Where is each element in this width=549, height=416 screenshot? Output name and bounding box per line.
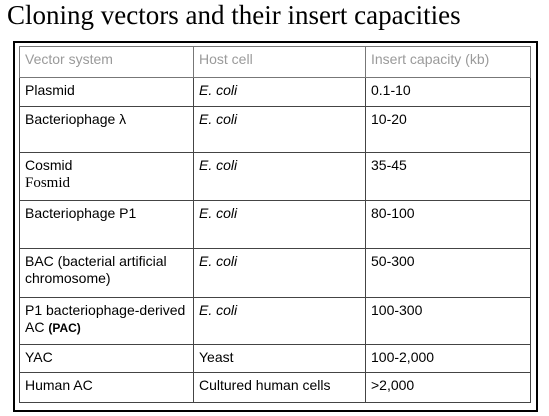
header-cell: Vector system — [19, 46, 194, 78]
cell-text: Cosmid — [25, 157, 73, 173]
table-row: Plasmid E. coli 0.1-10 — [19, 77, 531, 107]
table-cell: Cultured human cells — [193, 372, 366, 403]
table-cell: E. coli — [193, 297, 366, 345]
table-cell: Human AC — [19, 372, 194, 403]
table-cell: YAC — [19, 344, 194, 373]
cell-text: (PAC) — [48, 321, 81, 335]
table-row: Bacteriophage λ E. coli 10-20 — [19, 106, 531, 153]
table-row: BAC (bacterial artificial chromosome) E. … — [19, 248, 531, 298]
table-cell: Plasmid — [19, 77, 194, 107]
table-row: YAC Yeast 100-2,000 — [19, 344, 531, 373]
table-cell: 100-300 — [365, 297, 531, 345]
table-cell: 50-300 — [365, 248, 531, 298]
header-cell: Host cell — [193, 46, 366, 78]
cell-text: Fosmid — [25, 175, 71, 191]
table-cell: >2,000 — [365, 372, 531, 403]
table: Vector system Host cell Insert capacity (k… — [19, 46, 531, 403]
table-cell: 80-100 — [365, 200, 531, 249]
table-cell: 10-20 — [365, 106, 531, 153]
table-cell: P1 bacteriophage-derived AC (PAC) — [19, 297, 194, 345]
table-row: Human AC Cultured human cells >2,000 — [19, 372, 531, 403]
table-cell: Bacteriophage P1 — [19, 200, 194, 249]
table-cell: E. coli — [193, 77, 366, 107]
table-frame — [13, 41, 538, 412]
table-cell: Cosmid Fosmid — [19, 152, 194, 201]
table-row: Bacteriophage P1 E. coli 80-100 — [19, 200, 531, 249]
table-cell: 35-45 — [365, 152, 531, 201]
table-cell: 0.1-10 — [365, 77, 531, 107]
table-row: P1 bacteriophage-derived AC (PAC) E. coli… — [19, 297, 531, 345]
table-cell: E. coli — [193, 248, 366, 298]
table-cell: BAC (bacterial artificial chromosome) — [19, 248, 194, 298]
table-cell: Yeast — [193, 344, 366, 373]
header-row: Vector system Host cell Insert capacity (k… — [19, 46, 531, 78]
header-cell: Insert capacity (kb) — [365, 46, 531, 78]
table-cell: E. coli — [193, 152, 366, 201]
table-cell: E. coli — [193, 106, 366, 153]
table-cell: 100-2,000 — [365, 344, 531, 373]
table-row: Cosmid Fosmid E. coli 35-45 — [19, 152, 531, 201]
cell-text: P1 bacteriophage-derived AC — [25, 302, 186, 335]
table-cell: Bacteriophage λ — [19, 106, 194, 153]
title: Cloning vectors and their insert capacit… — [7, 0, 461, 30]
table-cell: E. coli — [193, 200, 366, 249]
